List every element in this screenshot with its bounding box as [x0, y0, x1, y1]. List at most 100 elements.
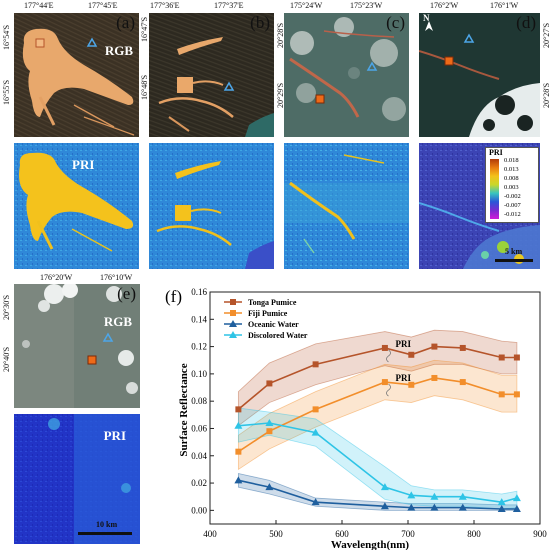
x-tick-label: 900	[533, 529, 547, 539]
data-point	[265, 483, 274, 491]
pri-label-a: PRI	[72, 157, 95, 172]
scale-bar-d	[495, 259, 533, 262]
panel-e-pri-image: PRI 10 km	[14, 414, 140, 544]
chart-y-label: Surface Reflectance	[178, 363, 190, 456]
coord-d-top-1: 176°2'W	[430, 1, 459, 10]
annotation-bracket	[386, 349, 391, 363]
pri-label-e: PRI	[103, 428, 126, 443]
data-point	[431, 374, 438, 381]
legend-label: Tonga Pumice	[248, 298, 297, 307]
data-point	[312, 406, 319, 413]
y-tick-label: 0.12	[191, 342, 207, 352]
coord-b-top-2: 177°37'E	[214, 1, 244, 10]
coord-e-top-1: 176°20'W	[40, 273, 73, 282]
rgb-label-e: RGB	[103, 314, 132, 329]
series-band	[237, 359, 518, 471]
data-point	[311, 428, 320, 436]
colorbar-title: PRI	[489, 148, 503, 157]
legend-marker	[230, 310, 236, 316]
panel-b-rgb-scene	[149, 13, 274, 137]
panel-b-rgb-image: (b)	[149, 13, 274, 137]
panel-d-rgb-image: N (d)	[419, 13, 540, 137]
data-point	[381, 344, 388, 351]
panel-label-b: (b)	[250, 13, 270, 32]
panel-d-rgb-scene	[419, 13, 540, 137]
x-tick-label: 400	[203, 529, 217, 539]
data-point	[408, 351, 415, 358]
scale-label-e: 10 km	[96, 520, 118, 529]
y-tick-label: 0.14	[191, 314, 207, 324]
panel-e-rgb-scene	[14, 284, 140, 408]
panel-label-c: (c)	[386, 13, 405, 32]
x-tick-label: 800	[467, 529, 481, 539]
panel-a-pri-image: PRI	[14, 143, 139, 269]
coord-e-left-2: 20°40'S	[2, 346, 11, 372]
pri-colorbar: PRI 0.018 0.013 0.008 0.003 -0.002 -0.00…	[485, 147, 539, 223]
data-point	[430, 492, 439, 500]
y-tick-label: 0.08	[191, 396, 207, 406]
colorbar-tick: -0.012	[504, 211, 521, 218]
panel-a-pri-scene	[14, 143, 139, 269]
data-point	[430, 503, 439, 511]
colorbar-tick: -0.002	[504, 193, 521, 200]
panel-e-rgb-image: RGB (e)	[14, 284, 140, 408]
data-point	[459, 344, 466, 351]
legend-marker	[229, 320, 237, 327]
data-point	[497, 498, 506, 506]
annotation-label: PRI	[396, 339, 412, 349]
coord-a-left-1: 16°54'S	[2, 24, 11, 50]
coord-a-left-2: 16°55'S	[2, 79, 11, 105]
legend-label: Fiji Pumice	[248, 309, 288, 318]
coord-b-top-1: 177°36'E	[150, 1, 180, 10]
data-point	[458, 492, 467, 500]
data-point	[513, 391, 520, 398]
colorbar-tick: 0.008	[504, 175, 519, 182]
colorbar-gradient	[490, 159, 499, 219]
data-point	[498, 354, 505, 361]
data-point	[234, 421, 243, 429]
legend-marker	[229, 331, 237, 338]
data-point	[408, 381, 415, 388]
coord-d-right-1: 20°27'S	[542, 22, 550, 48]
data-point	[497, 504, 506, 512]
data-point	[235, 406, 242, 413]
data-point	[407, 491, 416, 499]
panel-c-rgb-scene	[284, 13, 409, 137]
data-point	[312, 361, 319, 368]
panel-label-e: (e)	[117, 284, 136, 303]
y-tick-label: 0.02	[191, 478, 207, 488]
coord-e-top-2: 176°10'W	[100, 273, 133, 282]
y-tick-label: 0.04	[191, 451, 207, 461]
data-point	[235, 448, 242, 455]
y-tick-label: 0.10	[191, 369, 207, 379]
panel-d-pri-scene	[419, 143, 540, 269]
coord-b-left-2: 16°48'S	[140, 74, 149, 100]
data-point	[380, 502, 389, 510]
x-tick-label: 500	[269, 529, 283, 539]
panel-c-rgb-image: (c)	[284, 13, 409, 137]
series-band	[237, 329, 518, 427]
data-point	[380, 483, 389, 491]
rgb-label-a: RGB	[104, 43, 133, 58]
data-point	[458, 503, 467, 511]
reflectance-chart: 400 500 600 700 800 900 0.00 0.02 0.04 0.06 0.08 0.…	[165, 287, 547, 550]
scale-label-d: 5 km	[505, 247, 523, 256]
colorbar-tick: 0.013	[504, 166, 519, 173]
panel-label-d: (d)	[516, 13, 536, 32]
data-point	[266, 380, 273, 387]
scale-bar-e	[78, 532, 132, 535]
annotation-bracket	[386, 383, 391, 397]
data-point	[512, 494, 521, 502]
coord-d-top-2: 176°1'W	[490, 1, 519, 10]
chart-x-label: Wavelength(nm)	[331, 539, 410, 550]
chart-panel-label: (f)	[165, 287, 182, 306]
data-point	[431, 343, 438, 350]
data-point	[498, 391, 505, 398]
coord-e-left-1: 20°30'S	[2, 294, 11, 320]
coord-c-top-1: 175°24'W	[290, 1, 323, 10]
data-point	[407, 503, 416, 511]
colorbar-tick: -0.007	[504, 202, 521, 209]
panel-c-pri-image	[284, 143, 409, 269]
y-tick-label: 0.06	[191, 423, 207, 433]
y-tick-label: 0.00	[191, 505, 207, 515]
